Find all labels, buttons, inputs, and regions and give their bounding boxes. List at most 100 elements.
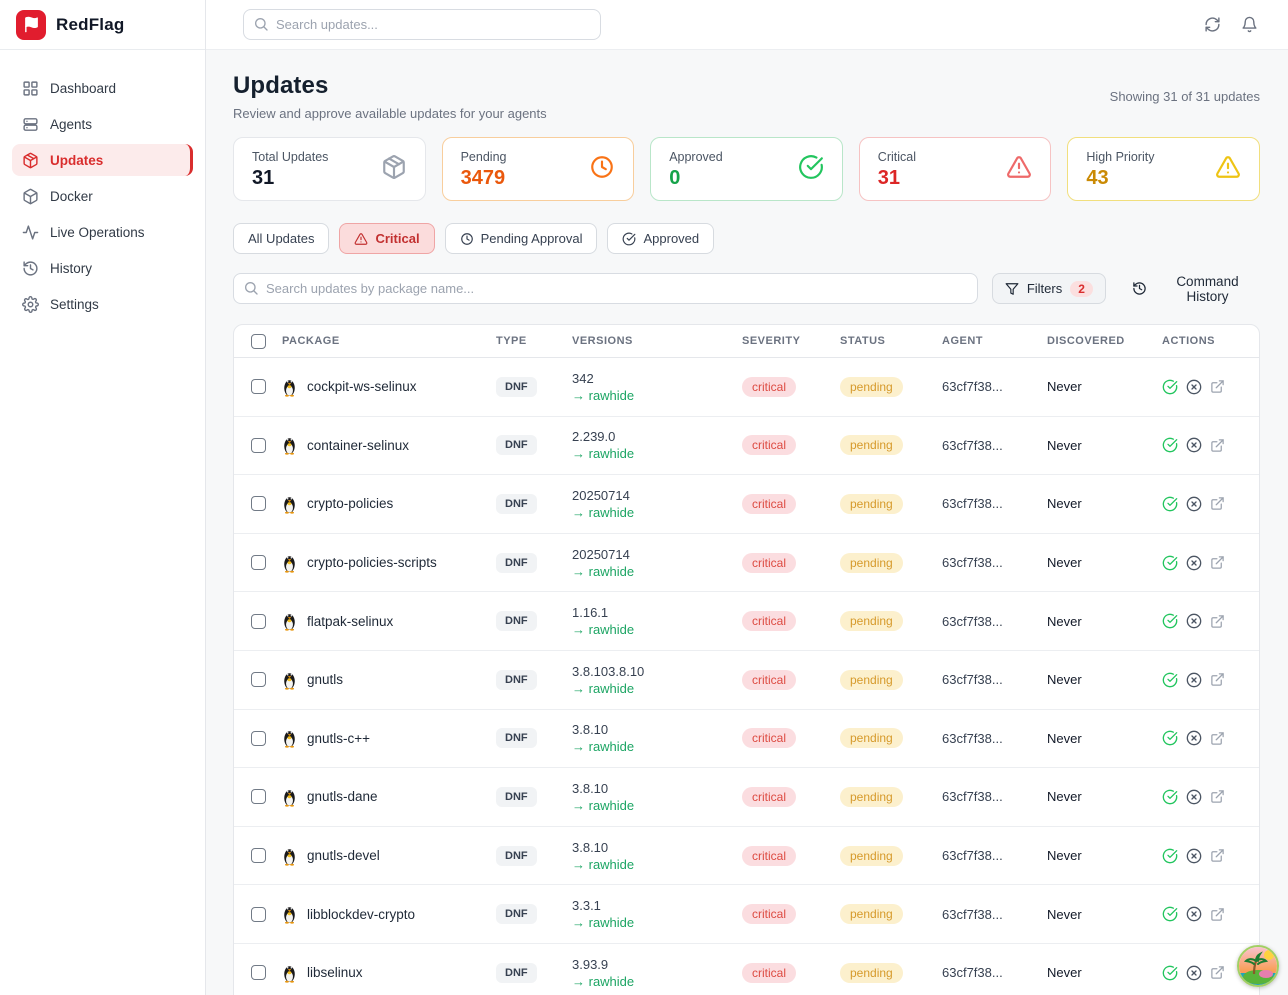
details-button[interactable] (1210, 848, 1225, 863)
global-search-input[interactable] (243, 9, 601, 40)
details-button[interactable] (1210, 438, 1225, 453)
approve-button[interactable] (1162, 379, 1178, 395)
dismiss-button[interactable] (1186, 789, 1202, 805)
stat-card-approved: Approved 0 (650, 137, 843, 201)
approve-circle-check-icon (1162, 438, 1178, 453)
sidebar-item-settings[interactable]: Settings (12, 288, 193, 320)
details-button[interactable] (1210, 379, 1225, 394)
dismiss-button[interactable] (1186, 379, 1202, 395)
details-button[interactable] (1210, 731, 1225, 746)
tab-critical[interactable]: Critical (339, 223, 435, 254)
severity-badge: critical (742, 904, 797, 925)
dismiss-button[interactable] (1186, 496, 1202, 512)
row-checkbox[interactable] (250, 613, 266, 629)
dismiss-x-circle-icon (1186, 613, 1202, 629)
approve-button[interactable] (1162, 672, 1178, 688)
command-history-button[interactable]: Command History (1132, 274, 1260, 304)
sidebar-item-live-operations[interactable]: Live Operations (12, 216, 193, 248)
type-badge: DNF (496, 962, 537, 983)
row-checkbox[interactable] (250, 906, 266, 922)
dismiss-button[interactable] (1186, 672, 1202, 688)
type-badge: DNF (496, 376, 537, 397)
row-checkbox[interactable] (250, 965, 266, 981)
severity-badge: critical (742, 962, 797, 983)
approve-button[interactable] (1162, 555, 1178, 571)
version-current: 1.16.1 (572, 605, 609, 621)
history-icon (22, 260, 39, 277)
approve-button[interactable] (1162, 789, 1178, 805)
sidebar-item-updates[interactable]: Updates (12, 144, 193, 176)
approve-circle-check-icon (1162, 555, 1178, 570)
dismiss-button[interactable] (1186, 730, 1202, 746)
details-button[interactable] (1210, 965, 1225, 980)
refresh-button[interactable] (1202, 14, 1223, 35)
notifications-button[interactable] (1239, 14, 1260, 35)
approve-button[interactable] (1162, 906, 1178, 922)
tab-all-updates[interactable]: All Updates (233, 223, 330, 254)
approve-button[interactable] (1162, 613, 1178, 629)
approve-button[interactable] (1162, 848, 1178, 864)
dismiss-button[interactable] (1186, 906, 1202, 922)
showing-count: Showing 31 of 31 updates (1109, 89, 1260, 104)
dismiss-button[interactable] (1186, 613, 1202, 629)
filters-button[interactable]: Filters 2 (991, 273, 1106, 304)
details-button[interactable] (1210, 789, 1225, 804)
row-checkbox[interactable] (250, 496, 266, 512)
sidebar-item-dashboard[interactable]: Dashboard (12, 72, 193, 104)
details-button[interactable] (1210, 496, 1225, 511)
approve-button[interactable] (1162, 965, 1178, 981)
tab-label: Approved (643, 231, 700, 246)
row-checkbox[interactable] (250, 672, 266, 688)
row-checkbox[interactable] (250, 437, 266, 453)
row-checkbox[interactable] (250, 555, 266, 571)
island-overlay-widget[interactable] (1237, 945, 1279, 987)
tab-pending-approval[interactable]: Pending Approval (444, 223, 598, 254)
sidebar-item-history[interactable]: History (12, 252, 193, 284)
version-current: 3.8.10 (572, 722, 609, 738)
severity-badge: critical (742, 493, 797, 514)
version-target: → rawhide (572, 856, 635, 872)
select-all-checkbox[interactable] (250, 333, 266, 349)
version-target: → rawhide (572, 504, 635, 520)
details-button[interactable] (1210, 614, 1225, 629)
updates-table: Package Type Versions Severity Status Ag… (233, 324, 1260, 995)
package-search-input[interactable] (233, 273, 978, 304)
column-header-discovered: Discovered (1047, 335, 1125, 347)
approve-button[interactable] (1162, 730, 1178, 746)
dismiss-button[interactable] (1186, 437, 1202, 453)
table-row: libblockdev-crypto DNF 3.3.1 → rawhide c… (234, 885, 1259, 944)
dismiss-x-circle-icon (1186, 731, 1202, 746)
table-row: crypto-policies DNF 20250714 → rawhide c… (234, 475, 1259, 534)
linux-penguin-icon (282, 611, 297, 631)
dismiss-x-circle-icon (1186, 379, 1202, 395)
sidebar-item-docker[interactable]: Docker (12, 180, 193, 212)
sidebar-item-label: Dashboard (50, 80, 117, 96)
details-button[interactable] (1210, 555, 1225, 570)
clock-icon (589, 154, 615, 185)
linux-penguin-icon (282, 963, 297, 983)
column-header-package: Package (282, 335, 340, 347)
dismiss-button[interactable] (1186, 965, 1202, 981)
dismiss-x-circle-icon (1186, 438, 1202, 453)
external-link-icon (1211, 907, 1224, 921)
row-checkbox[interactable] (250, 848, 266, 864)
row-checkbox[interactable] (250, 730, 266, 746)
details-button[interactable] (1210, 907, 1225, 922)
approve-button[interactable] (1162, 437, 1178, 453)
discovered: Never (1047, 848, 1082, 864)
version-current: 342 (572, 370, 594, 386)
dismiss-button[interactable] (1186, 848, 1202, 864)
dismiss-button[interactable] (1186, 555, 1202, 571)
alert-triangle-icon (1215, 154, 1241, 185)
type-badge: DNF (496, 669, 537, 690)
row-checkbox[interactable] (250, 789, 266, 805)
version-target: → rawhide (572, 973, 635, 989)
tab-approved[interactable]: Approved (607, 223, 715, 254)
approve-button[interactable] (1162, 496, 1178, 512)
sidebar-item-agents[interactable]: Agents (12, 108, 193, 140)
details-button[interactable] (1210, 672, 1225, 687)
package-name: gnutls (307, 672, 344, 688)
stat-value: 43 (1086, 166, 1109, 189)
row-checkbox[interactable] (250, 379, 266, 395)
external-link-icon (1211, 497, 1224, 511)
